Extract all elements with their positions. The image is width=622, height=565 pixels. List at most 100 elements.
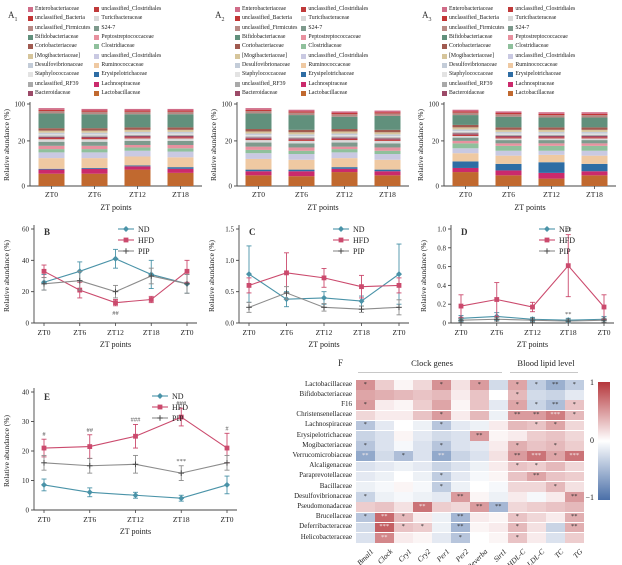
bar-segment (288, 135, 315, 138)
y-tick-label: 0.5 (225, 288, 234, 296)
x-axis-label: ZT points (307, 203, 338, 212)
bar-segment (331, 140, 358, 143)
legend-swatch (301, 16, 307, 22)
bar-segment (167, 131, 194, 134)
bar-segment (124, 137, 151, 139)
heatmap-cell (356, 522, 375, 533)
heatmap-cell (470, 492, 489, 502)
heatmap-cell: * (546, 420, 565, 431)
bar-segment (452, 148, 479, 154)
data-point-marker (87, 444, 93, 449)
legend-item: unclassified_Clostridiales (94, 51, 161, 60)
legend-item: Bacteroidaceae (442, 89, 504, 98)
heatmap-cell: ** (489, 502, 508, 513)
heatmap-cell (546, 502, 565, 513)
bar-segment (331, 146, 358, 150)
x-tick-label: ZT18 (172, 190, 189, 199)
bar-segment (374, 150, 401, 155)
panel-label: E (44, 392, 51, 402)
heatmap-cell (432, 400, 451, 411)
heatmap-cell (470, 451, 489, 462)
heatmap-cell: * (432, 482, 451, 492)
legend-item: Desulfovibrionaceae (235, 61, 297, 70)
bar-segment (38, 158, 65, 169)
significance-annotation: ## (87, 427, 94, 434)
heatmap-cell: * (527, 400, 546, 411)
heatmap-row-label: Lactobacillaceae (304, 379, 352, 388)
legend-label: HFD (172, 403, 188, 412)
heatmap-cell (489, 431, 508, 441)
legend-swatch (301, 81, 307, 87)
bar-segment (331, 133, 358, 136)
data-point-marker (321, 275, 327, 281)
heatmap-cell: ** (356, 451, 375, 462)
legend-item: Ruminococcaceae (508, 61, 575, 70)
legend-swatch (28, 53, 33, 59)
legend-item: Bacteroidaceae (28, 89, 90, 98)
heatmap-cell: *** (565, 451, 584, 462)
bar-segment (495, 175, 522, 186)
bar-segment (245, 149, 272, 154)
heatmap-row-label: Desulfovibrionaceae (294, 491, 352, 500)
heatmap-cell: ** (375, 512, 394, 523)
legend-item: Coriobacteriaceae (442, 42, 504, 51)
data-point-marker (41, 445, 47, 451)
legend-swatch (235, 44, 240, 50)
bar-segment (495, 138, 522, 141)
bar-segment (452, 132, 479, 134)
legend-item: Lachnospiraceae (301, 79, 368, 88)
data-point-marker (132, 461, 139, 468)
heatmap-cell: * (508, 461, 527, 472)
heatmap-cell (489, 400, 508, 411)
heatmap-cell: ** (508, 410, 527, 421)
heatmap-cell (413, 431, 432, 441)
data-point-marker (338, 237, 344, 243)
x-tick-label: ZT0 (393, 328, 406, 337)
heatmap-cell (432, 512, 451, 523)
panel-label: F (338, 358, 344, 368)
heatmap-cell (565, 533, 584, 543)
legend-swatch (94, 25, 100, 31)
legend-item: unclassified_Clostridiales (301, 51, 368, 60)
x-tick-label: ZT0 (181, 328, 194, 337)
bar-segment (581, 140, 608, 144)
legend-label: Bifidobacteriaceae (242, 34, 286, 41)
legend-swatch (508, 90, 514, 96)
legend-swatch (94, 72, 100, 78)
data-point-marker (132, 492, 139, 499)
y-tick-label: 20 (18, 137, 26, 145)
legend-item: unclassified_Clostridiales (301, 5, 368, 14)
data-point-marker (184, 281, 190, 287)
colorbar-tick-label: 0 (590, 436, 594, 445)
legend-swatch (442, 81, 447, 87)
bar-segment (124, 150, 151, 157)
bar-segment (288, 134, 315, 136)
legend-label: Erysipelotrichaceae (308, 71, 355, 78)
legend-swatch (28, 44, 33, 50)
bar-segment (581, 163, 608, 172)
legend-swatch (301, 72, 307, 78)
heatmap-cell: * (432, 420, 451, 431)
bar-segment (245, 146, 272, 150)
bar-segment (167, 145, 194, 149)
legend-item: Lactobacillaceae (508, 89, 575, 98)
heatmap-cell (432, 461, 451, 472)
bar-segment (538, 172, 565, 179)
heatmap-cell (432, 533, 451, 543)
heatmap-row-label: Bifidobacteriaceae (299, 389, 352, 398)
heatmap-cell (394, 482, 413, 492)
data-point-marker (148, 273, 155, 279)
bar-segment (331, 129, 358, 132)
bar-segment (288, 171, 315, 177)
legend-swatch (508, 44, 514, 50)
bar-segment (538, 117, 565, 128)
legend-item: Lachnospiraceae (508, 79, 575, 88)
heatmap-cell (432, 522, 451, 533)
data-point-marker (358, 298, 365, 305)
bar-segment (538, 145, 565, 151)
bar-segment (81, 134, 108, 136)
legend-swatch (442, 53, 447, 59)
panel-b-line-chart: B 0 20 40 60 ZT0 ZT6 ZT12 ZT18 ZT0 ZT points Relati… (0, 215, 205, 352)
x-tick-label: ZT0 (252, 190, 265, 199)
legend-swatch (28, 81, 33, 87)
